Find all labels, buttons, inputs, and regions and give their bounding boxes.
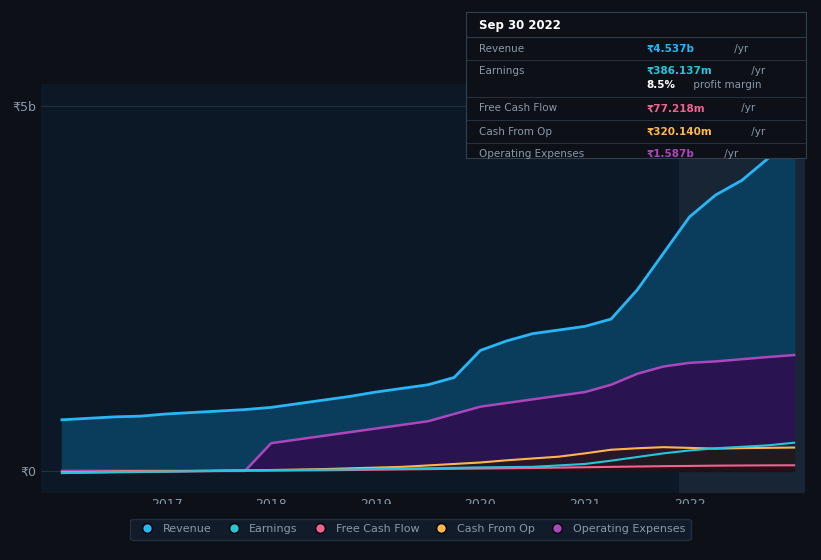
- Text: Free Cash Flow: Free Cash Flow: [479, 104, 557, 114]
- Text: Operating Expenses: Operating Expenses: [479, 148, 585, 158]
- Text: ₹386.137m: ₹386.137m: [646, 66, 712, 76]
- Text: 8.5%: 8.5%: [646, 80, 675, 90]
- Text: /yr: /yr: [738, 104, 755, 114]
- Legend: Revenue, Earnings, Free Cash Flow, Cash From Op, Operating Expenses: Revenue, Earnings, Free Cash Flow, Cash …: [131, 519, 690, 540]
- Text: /yr: /yr: [721, 148, 738, 158]
- Text: Earnings: Earnings: [479, 66, 525, 76]
- Text: /yr: /yr: [732, 44, 749, 54]
- Text: ₹77.218m: ₹77.218m: [646, 104, 704, 114]
- Text: ₹320.140m: ₹320.140m: [646, 127, 712, 137]
- Bar: [679, 84, 805, 493]
- Text: ₹1.587b: ₹1.587b: [646, 148, 694, 158]
- Text: profit margin: profit margin: [690, 80, 762, 90]
- Text: /yr: /yr: [748, 127, 765, 137]
- Text: ₹4.537b: ₹4.537b: [646, 44, 694, 54]
- Text: Cash From Op: Cash From Op: [479, 127, 553, 137]
- Text: Sep 30 2022: Sep 30 2022: [479, 19, 561, 32]
- Text: /yr: /yr: [748, 66, 765, 76]
- Text: Revenue: Revenue: [479, 44, 525, 54]
